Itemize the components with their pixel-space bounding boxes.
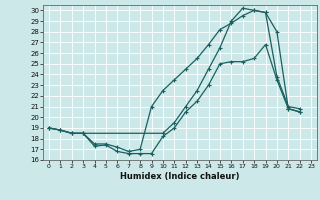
X-axis label: Humidex (Indice chaleur): Humidex (Indice chaleur) <box>120 172 240 181</box>
